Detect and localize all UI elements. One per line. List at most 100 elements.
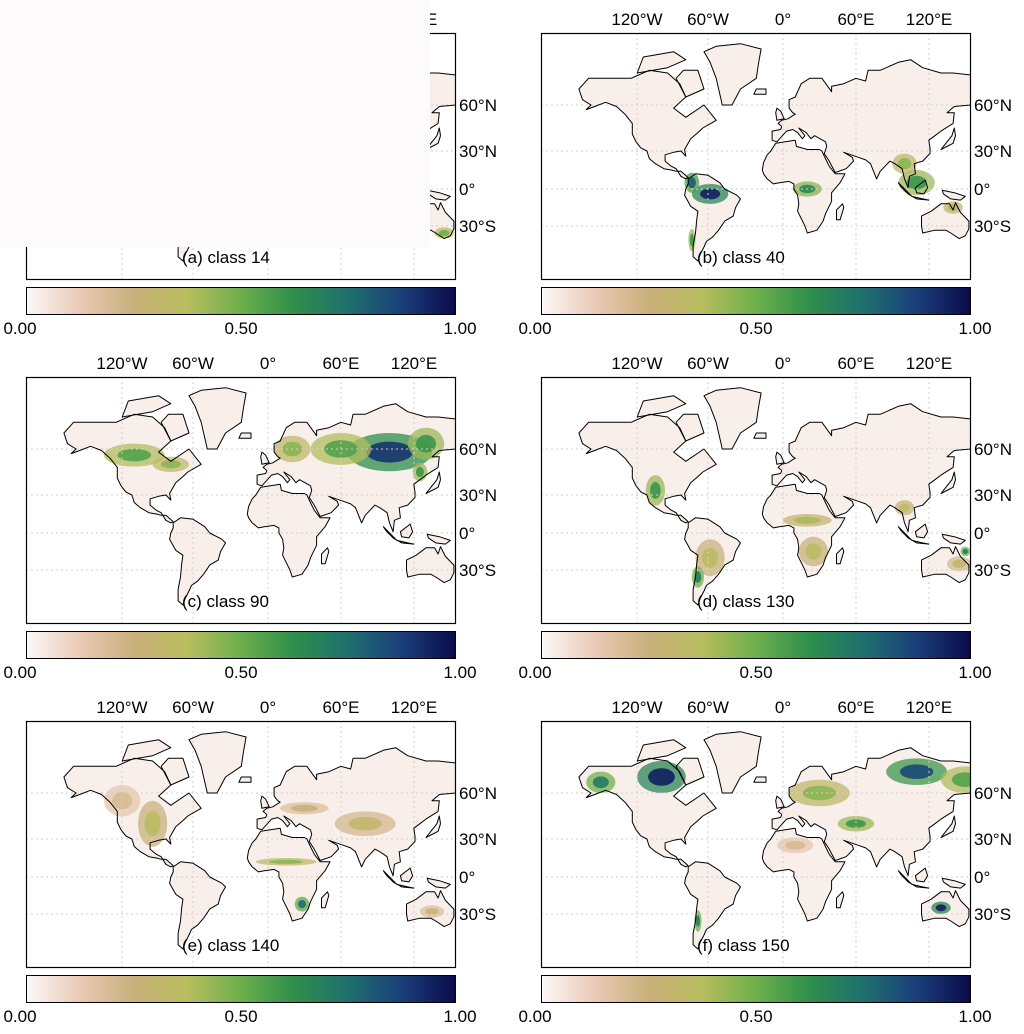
colorbar-tick-label: 0.50 bbox=[739, 663, 772, 682]
land-greenland bbox=[704, 731, 762, 793]
colorbar bbox=[541, 631, 971, 659]
longitude-label: 60°E bbox=[837, 354, 874, 373]
land-new-zealand bbox=[985, 580, 1000, 593]
coastline-borneo bbox=[399, 523, 414, 539]
latitude-label: 0° bbox=[459, 868, 475, 887]
latitude-label: 0° bbox=[459, 180, 475, 199]
land-australia bbox=[406, 546, 454, 583]
longitude-label: 0° bbox=[260, 354, 276, 373]
coastline-iceland bbox=[753, 432, 767, 439]
latitude-label: 30°S bbox=[459, 905, 496, 924]
coastline-uk bbox=[260, 451, 270, 465]
colorbar-tick-label: 1.00 bbox=[443, 319, 476, 338]
land-iceland bbox=[238, 777, 251, 783]
latitude-label: 30°N bbox=[974, 830, 1012, 849]
land-uk bbox=[260, 796, 270, 809]
coastline-indonesia bbox=[382, 526, 415, 545]
coastline-arctic-islands bbox=[636, 51, 687, 74]
coastline-north-america bbox=[578, 757, 717, 868]
value-patch-core bbox=[962, 548, 968, 555]
coastline-indonesia bbox=[897, 870, 930, 889]
coastline-eurasia bbox=[256, 747, 456, 877]
longitude-label: 60°W bbox=[172, 354, 214, 373]
value-patch-core bbox=[793, 516, 821, 524]
coastline-greenland bbox=[188, 731, 247, 794]
longitude-label: 120°E bbox=[391, 698, 438, 717]
latitude-label: 30°S bbox=[974, 561, 1011, 580]
value-patch-core bbox=[348, 817, 382, 831]
coastline-baffin bbox=[160, 413, 190, 442]
value-patch-core bbox=[650, 482, 661, 499]
land-new-zealand bbox=[470, 236, 485, 249]
value-patch-core bbox=[951, 772, 971, 787]
coastline-madagascar bbox=[836, 547, 845, 565]
longitude-label: 0° bbox=[775, 698, 791, 717]
value-patch-core bbox=[689, 233, 694, 247]
map-frame bbox=[540, 720, 972, 969]
value-patch-core bbox=[425, 908, 439, 915]
coastline-north-america bbox=[63, 413, 202, 524]
value-patch-core bbox=[117, 448, 151, 462]
longitude-label: 0° bbox=[775, 354, 791, 373]
latitude-label: 60°N bbox=[459, 96, 497, 115]
latitude-label: 30°N bbox=[974, 142, 1012, 161]
land-arctic-islands bbox=[122, 739, 171, 761]
latitude-label: 60°N bbox=[974, 784, 1012, 803]
longitude-label: 120°E bbox=[906, 10, 953, 29]
land-madagascar bbox=[321, 547, 329, 564]
value-patch-core bbox=[906, 175, 927, 190]
latitude-label: 0° bbox=[974, 180, 990, 199]
value-patch-core bbox=[416, 434, 436, 453]
coastline-iceland bbox=[238, 776, 252, 783]
land-borneo bbox=[915, 524, 928, 538]
map-panel: 120°W 60°W 0° 60°E 120°E 60°N 30°N 0° 30°S (c) cl… bbox=[3, 354, 497, 682]
coastline-africa bbox=[246, 483, 331, 578]
coastline-madagascar bbox=[836, 203, 845, 221]
coastline-arctic-islands bbox=[636, 739, 687, 762]
colorbar bbox=[26, 975, 456, 1003]
coastline-africa bbox=[761, 827, 846, 922]
value-patch-core bbox=[845, 819, 866, 828]
coastline-south-america bbox=[169, 517, 226, 606]
longitude-label: 120°W bbox=[611, 698, 662, 717]
coastline-japan bbox=[425, 815, 441, 838]
colorbar-tick-label: 0.50 bbox=[224, 1007, 257, 1026]
land-uk bbox=[260, 452, 270, 465]
coastline-borneo bbox=[914, 179, 929, 195]
land-greenland bbox=[704, 387, 762, 449]
value-patch-core bbox=[648, 768, 675, 786]
land-iceland bbox=[753, 777, 766, 783]
coastline-north-america bbox=[578, 413, 717, 524]
colorbar bbox=[541, 287, 971, 315]
land-south-america bbox=[169, 861, 226, 949]
panel-label: (f) class 150 bbox=[697, 936, 790, 955]
coastline-south-america bbox=[684, 517, 741, 606]
map-panel: 120°W 60°W 0° 60°E 120°E 60°N 30°N 0° 30°S (b) cl… bbox=[518, 10, 1012, 338]
coastline-eurasia bbox=[771, 403, 971, 533]
map-background bbox=[0, 0, 430, 247]
coastline-japan bbox=[940, 471, 956, 494]
value-patch-core bbox=[144, 811, 161, 837]
colorbar-tick-label: 0.00 bbox=[3, 663, 36, 682]
coastline-new-zealand bbox=[985, 236, 1000, 249]
coastline-australia bbox=[406, 546, 455, 584]
coastline-iceland bbox=[753, 88, 767, 95]
coastline-africa bbox=[761, 483, 846, 578]
colorbar bbox=[26, 287, 456, 315]
coastline-south-america bbox=[684, 173, 741, 262]
coastline-greenland bbox=[703, 43, 762, 106]
land-eurasia bbox=[772, 403, 971, 532]
map-panel: 120°W 60°W 0° 60°E 120°E 60°N 30°N 0° 30°S (e) cl… bbox=[3, 698, 497, 1026]
land-borneo bbox=[915, 868, 928, 882]
latitude-label: 30°N bbox=[459, 830, 497, 849]
colorbar bbox=[541, 975, 971, 1003]
colorbar-tick-label: 0.00 bbox=[518, 1007, 551, 1026]
land-new-zealand bbox=[985, 924, 1000, 937]
coastline-new-zealand bbox=[470, 236, 485, 249]
coastline-borneo bbox=[914, 523, 929, 539]
land-uk bbox=[775, 108, 785, 121]
coastline-madagascar bbox=[321, 891, 330, 909]
coastline-south-america bbox=[684, 861, 741, 950]
coastline-eurasia bbox=[771, 59, 971, 189]
longitude-label: 60°E bbox=[837, 10, 874, 29]
